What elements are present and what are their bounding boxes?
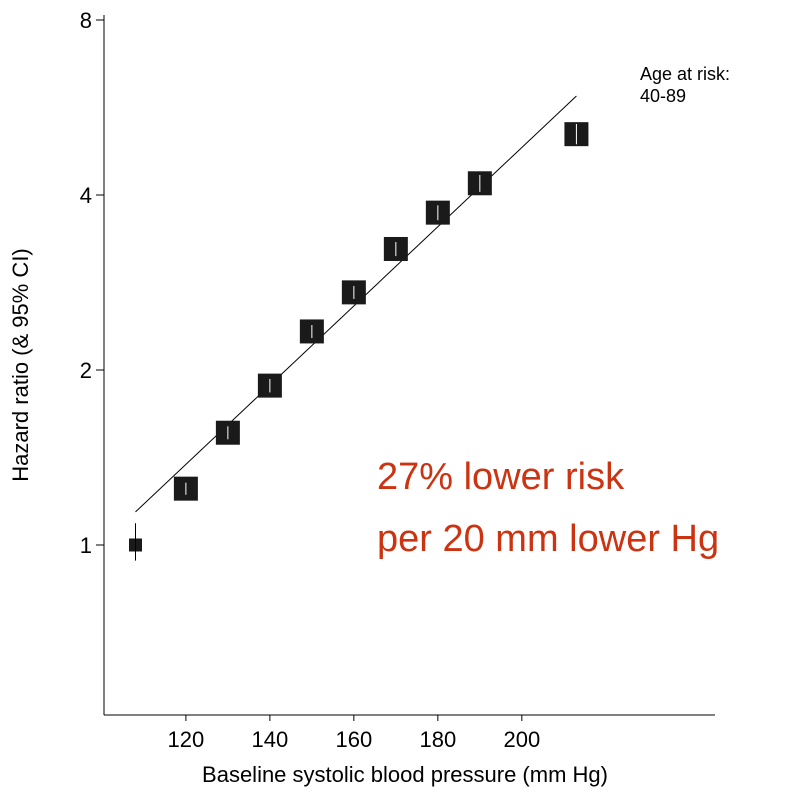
x-tick-label: 160 (335, 727, 372, 752)
annotation: 40-89 (640, 86, 686, 106)
y-tick-label: 8 (80, 8, 92, 33)
y-axis-label: Hazard ratio (& 95% CI) (8, 248, 33, 482)
y-tick-label: 4 (80, 183, 92, 208)
x-tick-label: 120 (168, 727, 205, 752)
x-tick-label: 140 (252, 727, 289, 752)
x-tick-label: 180 (419, 727, 456, 752)
x-axis-label: Baseline systolic blood pressure (mm Hg) (202, 762, 608, 787)
highlight-text: 27% lower risk (377, 456, 625, 498)
y-tick-label: 2 (80, 358, 92, 383)
x-tick-label: 200 (503, 727, 540, 752)
y-tick-label: 1 (80, 533, 92, 558)
annotation: Age at risk: (640, 64, 730, 84)
highlight-text: per 20 mm lower Hg (377, 518, 719, 560)
